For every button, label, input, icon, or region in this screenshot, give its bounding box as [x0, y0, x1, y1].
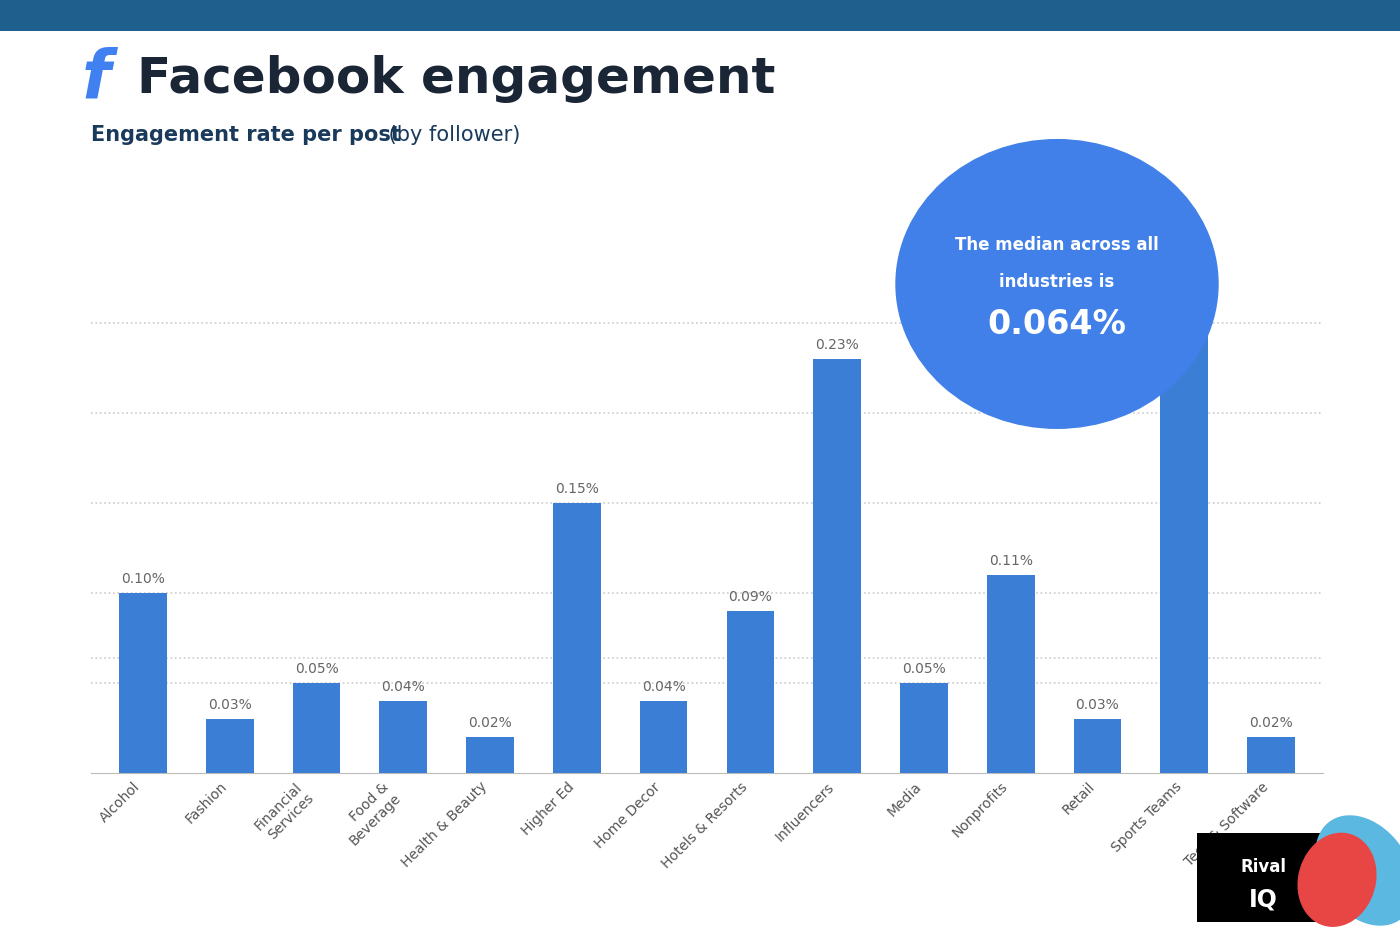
- Text: 0.064%: 0.064%: [987, 308, 1127, 341]
- Text: 0.11%: 0.11%: [988, 554, 1033, 568]
- Bar: [727, 611, 774, 773]
- Text: 0.04%: 0.04%: [641, 680, 686, 694]
- Bar: [466, 736, 514, 773]
- Bar: [1161, 287, 1208, 773]
- Bar: [553, 503, 601, 773]
- Text: IQ: IQ: [1249, 887, 1278, 911]
- Text: The median across all: The median across all: [955, 236, 1159, 254]
- Text: 0.03%: 0.03%: [209, 697, 252, 711]
- Bar: [293, 682, 340, 773]
- Bar: [640, 701, 687, 773]
- Text: 0.05%: 0.05%: [295, 662, 339, 676]
- Text: 0.23%: 0.23%: [815, 338, 860, 352]
- Bar: [119, 593, 167, 773]
- Bar: [379, 701, 427, 773]
- Text: f: f: [81, 47, 111, 112]
- Text: 0.04%: 0.04%: [381, 680, 426, 694]
- Text: 0.15%: 0.15%: [554, 481, 599, 495]
- Text: 0.02%: 0.02%: [468, 716, 512, 730]
- Text: 0.09%: 0.09%: [728, 589, 773, 603]
- Text: industries is: industries is: [1000, 273, 1114, 291]
- Text: 0.27%: 0.27%: [1162, 265, 1205, 279]
- Bar: [206, 719, 253, 773]
- Bar: [987, 574, 1035, 773]
- Bar: [1247, 736, 1295, 773]
- Bar: [900, 682, 948, 773]
- Text: 0.10%: 0.10%: [122, 572, 165, 586]
- Bar: [1074, 719, 1121, 773]
- Text: (by follower): (by follower): [382, 125, 521, 145]
- Bar: [813, 358, 861, 773]
- Text: Facebook engagement: Facebook engagement: [137, 55, 776, 103]
- Text: 0.03%: 0.03%: [1075, 697, 1119, 711]
- Text: Engagement rate per post: Engagement rate per post: [91, 125, 400, 145]
- Text: 0.02%: 0.02%: [1249, 716, 1292, 730]
- Text: 0.05%: 0.05%: [902, 662, 946, 676]
- Text: Rival: Rival: [1240, 857, 1287, 876]
